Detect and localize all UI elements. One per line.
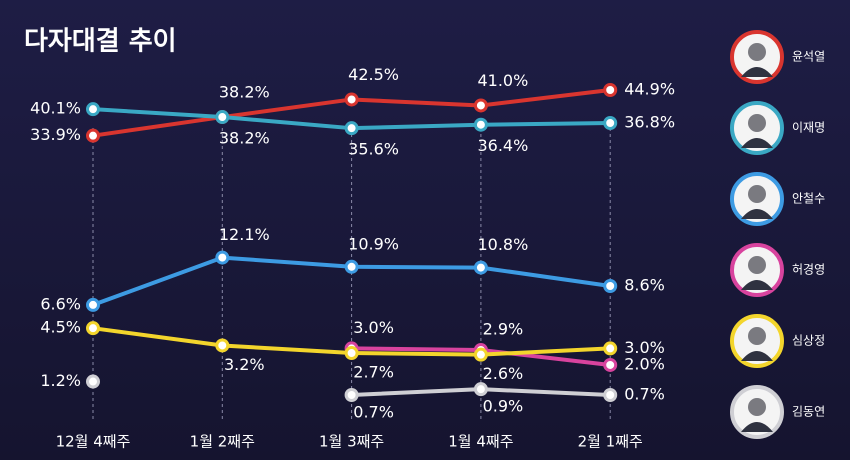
value-label: 6.6% xyxy=(40,294,81,313)
plot: 12월 4째주 1월 2째주 1월 3째주 1월 4째주 2월 1째주 33.9% 38.2… xyxy=(30,65,675,451)
value-label: 2.9% xyxy=(483,319,524,338)
data-point xyxy=(473,260,488,275)
legend-label: 김동연 xyxy=(792,405,825,419)
data-point xyxy=(603,341,618,356)
portrait-head xyxy=(748,185,766,203)
data-point xyxy=(344,346,359,361)
x-tick-label: 2월 1째주 xyxy=(578,433,643,451)
data-point xyxy=(215,338,230,353)
x-tick-label: 12월 4째주 xyxy=(56,433,131,451)
value-label: 3.0% xyxy=(624,338,665,357)
value-label: 2.0% xyxy=(624,354,665,373)
legend-label: 안철수 xyxy=(792,192,825,206)
value-label: 10.9% xyxy=(348,234,399,253)
portrait-body xyxy=(741,209,773,219)
legend-label: 윤석열 xyxy=(792,50,825,64)
value-label: 4.5% xyxy=(40,318,81,337)
value-label: 8.6% xyxy=(624,275,665,294)
data-point xyxy=(603,278,618,293)
chart-title: 다자대결 추이 xyxy=(24,27,177,57)
portrait-head xyxy=(748,43,766,61)
value-label: 40.1% xyxy=(30,99,81,118)
value-label: 1.2% xyxy=(40,371,81,390)
data-point xyxy=(86,128,100,143)
value-label: 36.8% xyxy=(624,112,675,131)
data-point xyxy=(215,250,230,265)
value-label: 0.7% xyxy=(624,385,665,404)
portrait-body xyxy=(741,138,773,148)
data-point xyxy=(473,347,488,362)
data-point xyxy=(86,321,100,336)
legend-item: 허경영 xyxy=(730,243,825,297)
value-label: 44.9% xyxy=(624,80,675,99)
legend-label: 이재명 xyxy=(792,121,825,135)
legend-label: 허경영 xyxy=(792,263,825,277)
portrait-head xyxy=(748,327,766,345)
data-point xyxy=(603,115,618,130)
legend-label: 심상정 xyxy=(792,334,825,348)
data-point xyxy=(603,357,618,372)
value-label: 0.9% xyxy=(483,397,524,416)
value-label: 2.7% xyxy=(353,363,394,382)
portrait-head xyxy=(748,398,766,416)
x-tick-label: 1월 2째주 xyxy=(190,433,255,451)
value-label: 2.6% xyxy=(483,364,524,383)
portrait-body xyxy=(741,351,773,361)
legend-item: 김동연 xyxy=(730,385,825,439)
data-point xyxy=(603,388,618,402)
data-point xyxy=(86,102,100,117)
legend-item: 안철수 xyxy=(730,172,825,226)
value-label: 33.9% xyxy=(30,125,81,144)
portrait-head xyxy=(748,256,766,274)
value-label: 36.4% xyxy=(477,136,528,155)
value-label: 35.6% xyxy=(348,140,399,159)
value-label: 41.0% xyxy=(477,71,528,90)
value-label: 42.5% xyxy=(348,65,399,84)
portrait-head xyxy=(748,114,766,132)
legend-item: 윤석열 xyxy=(730,30,825,84)
data-point xyxy=(603,83,618,97)
value-label: 38.2% xyxy=(219,129,270,148)
data-point xyxy=(344,92,359,107)
legend-item: 이재명 xyxy=(730,101,825,155)
value-label: 10.8% xyxy=(477,235,528,254)
value-label: 0.7% xyxy=(353,403,394,422)
data-point xyxy=(344,121,359,136)
data-point xyxy=(344,388,359,402)
data-point xyxy=(473,98,488,113)
value-label: 3.0% xyxy=(353,318,394,337)
data-point xyxy=(344,259,359,274)
data-point xyxy=(473,382,488,397)
value-label: 12.1% xyxy=(219,225,270,244)
portrait-body xyxy=(741,280,773,290)
data-point xyxy=(86,374,100,389)
portrait-body xyxy=(741,422,773,432)
portrait-body xyxy=(741,67,773,77)
value-label: 3.2% xyxy=(224,355,265,374)
data-point xyxy=(215,110,230,125)
data-point xyxy=(86,297,100,312)
legend-item: 심상정 xyxy=(730,314,825,368)
x-tick-label: 1월 3째주 xyxy=(319,433,384,451)
data-point xyxy=(473,117,488,132)
value-label: 38.2% xyxy=(219,83,270,102)
x-tick-label: 1월 4째주 xyxy=(448,433,513,451)
